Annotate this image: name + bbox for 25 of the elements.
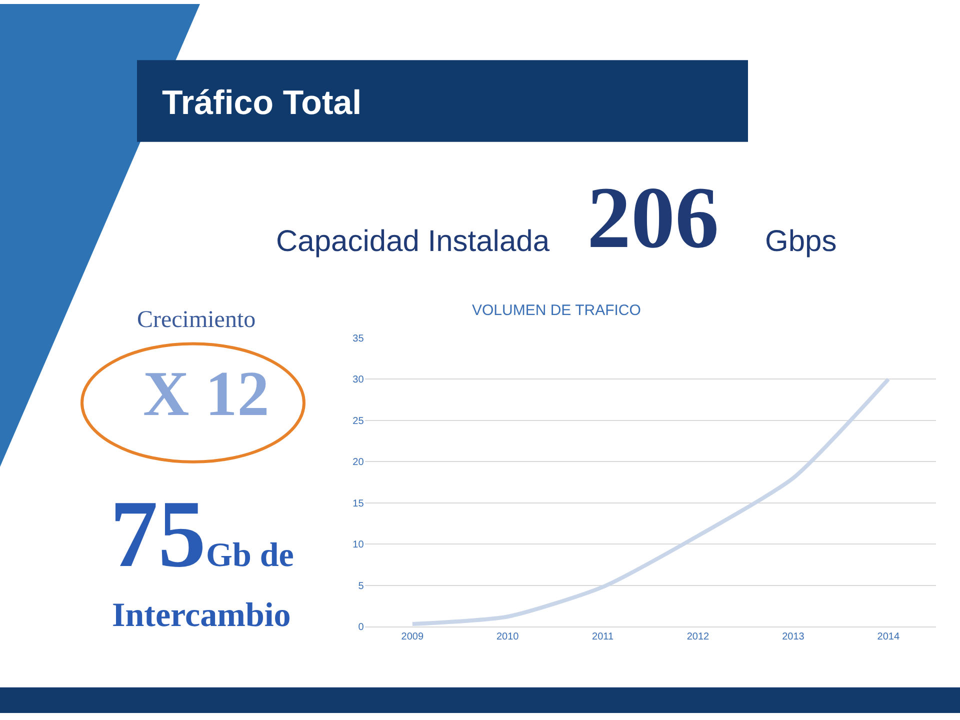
text: Capacidad Instalada — [276, 225, 550, 258]
y-tick-label: 0 — [358, 622, 364, 633]
y-tick-label: 5 — [358, 580, 364, 592]
y-tick-label: 35 — [352, 333, 364, 344]
y-tick-label: 15 — [352, 498, 364, 510]
text: Gbps — [765, 225, 837, 258]
x-tick-label: 2009 — [401, 632, 424, 642]
text: Tráfico Total — [162, 84, 362, 122]
text: X 12 — [143, 358, 270, 429]
y-tick-label: 30 — [352, 374, 364, 386]
text: 206 — [587, 170, 719, 267]
y-tick-label: 20 — [352, 457, 364, 468]
x-tick-label: 2013 — [782, 632, 805, 642]
chart-title: VOLUMEN DE TRAFICO — [472, 302, 641, 319]
y-tick-label: 25 — [352, 416, 364, 427]
y-tick-label: 10 — [352, 540, 364, 551]
line-series — [410, 377, 890, 626]
text: 75 — [110, 480, 206, 587]
text: Intercambio — [112, 597, 291, 634]
x-tick-label: 2010 — [496, 632, 520, 642]
x-tick-label: 2012 — [686, 632, 710, 642]
text: Crecimiento — [137, 307, 256, 333]
x-tick-label: 2014 — [877, 632, 900, 642]
text: Gb de — [206, 537, 294, 574]
x-tick-label: 2011 — [592, 632, 614, 642]
